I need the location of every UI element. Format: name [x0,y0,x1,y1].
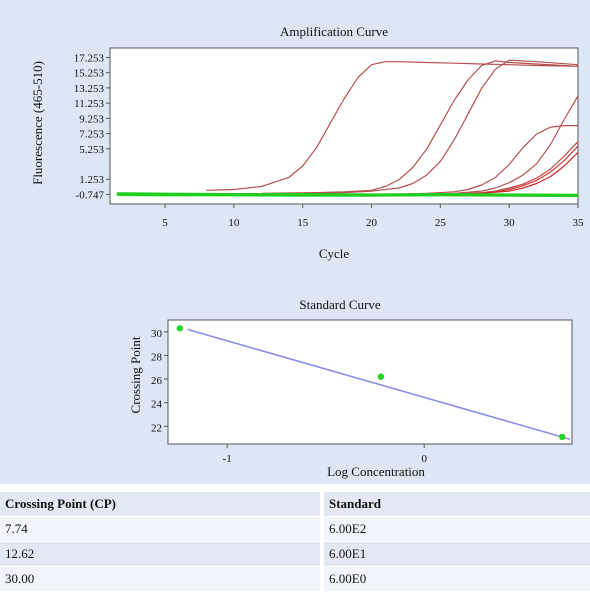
standard-curve-chart: Standard Curve 30 28 26 24 22 -1 0 Log Concen… [128,297,573,479]
table-row: 30.00 6.00E0 [0,566,590,592]
std-data-point [176,325,184,332]
amp-series-line [261,59,579,195]
amp-x-tick-label: 15 [297,217,309,229]
cell-crossing-point: 12.62 [0,541,322,567]
amp-y-tick-label: 15.253 [74,68,105,80]
std-data-point [377,373,385,380]
std-y-axis-label: Crossing Point [128,336,143,413]
amp-y-tick-label: 7.253 [79,129,104,141]
std-x-tick-label: -1 [223,453,232,465]
figure-area: Amplification Curve 17.253 15.253 13.253 11… [0,0,590,484]
amp-y-tick-label: -0.747 [76,189,105,201]
cell-standard: 6.00E0 [320,566,590,592]
amp-title: Amplification Curve [280,24,388,39]
table-header-row: Crossing Point (CP) Standard [0,492,590,517]
std-data-point [558,433,566,441]
cell-crossing-point: 30.00 [0,566,322,592]
amp-y-tick-label: 1.253 [79,174,104,186]
std-y-tick-label: 22 [151,422,162,434]
std-title: Standard Curve [299,297,380,312]
amp-x-tick-label: 20 [366,217,378,229]
table-row: 12.62 6.00E1 [0,541,590,567]
amp-x-axis-label: Cycle [319,246,350,261]
amp-y-axis-label: Fluorescence (465-510) [30,61,45,185]
amp-y-tick-label: 11.253 [74,98,104,110]
amp-y-tick-label: 9.253 [79,113,104,125]
results-table: Crossing Point (CP) Standard 7.74 6.00E2… [0,492,590,592]
chart-canvas: Amplification Curve 17.253 15.253 13.253 11… [30,24,584,479]
amp-x-tick-label: 5 [162,217,168,229]
amp-series-line [261,60,579,194]
std-y-tick-label: 24 [151,399,163,411]
amp-y-tick-label: 5.253 [79,144,104,156]
std-fit-line [187,328,571,441]
std-y-tick-label: 30 [151,328,163,340]
cell-crossing-point: 7.74 [0,516,322,542]
table-row: 7.74 6.00E2 [0,516,590,542]
cell-standard: 6.00E2 [320,516,590,542]
amp-plot-frame [109,47,579,205]
amp-y-tick-label: 17.253 [74,52,105,64]
std-x-tick-label: 0 [421,453,427,465]
std-y-tick-label: 26 [151,375,163,387]
cell-standard: 6.00E1 [320,541,590,567]
amplification-chart: Amplification Curve 17.253 15.253 13.253 11… [30,24,584,261]
amp-y-tick-label: 13.253 [74,83,105,95]
column-header-crossing-point: Crossing Point (CP) [0,492,322,517]
amp-x-tick-label: 35 [573,217,585,229]
amp-x-tick-label: 25 [435,217,447,229]
amp-series-line [116,192,579,197]
std-y-tick-label: 28 [151,351,163,363]
std-x-axis-label: Log Concentration [327,464,425,479]
column-header-standard: Standard [320,492,590,517]
amp-x-tick-label: 30 [504,217,516,229]
amp-x-tick-label: 10 [228,217,240,229]
